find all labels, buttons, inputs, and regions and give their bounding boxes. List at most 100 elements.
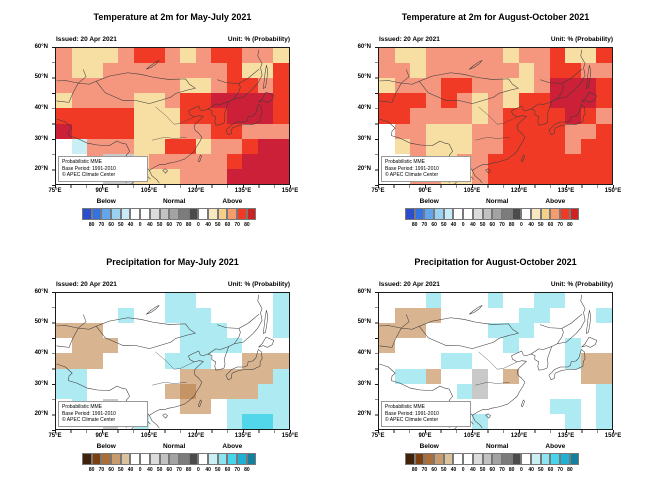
lat-tick-label: 30°N: [34, 135, 48, 142]
grid-cell: [257, 338, 274, 354]
grid-cell: [580, 323, 597, 339]
grid-cell: [56, 293, 72, 309]
grid-cell: [273, 78, 289, 94]
colorbar-tick-value: 60: [108, 467, 114, 473]
grid-cell: [379, 108, 395, 124]
lat-tick-marks: [375, 47, 378, 186]
grid-cell: [596, 353, 612, 369]
grid-cell: [596, 368, 612, 384]
grid-cell: [56, 338, 72, 354]
issued-label: Issued: 20 Apr 2021: [379, 281, 440, 288]
info-box: Probabilistic MME Base Period: 1991-2010…: [58, 155, 148, 182]
lon-tick-label: 105°E: [140, 433, 158, 439]
info-box: Probabilistic MME Base Period: 1991-2010…: [381, 400, 471, 427]
grid-cell: [379, 123, 395, 139]
colorbar-tick-value: 80: [185, 222, 192, 228]
grid-cell: [580, 123, 597, 139]
colorbar-swatch: [560, 453, 570, 465]
colorbar-tick-value: 40: [127, 467, 134, 473]
info-line-base-period: Base Period: 1991-2010: [385, 410, 439, 417]
grid-cell: [273, 153, 289, 169]
unit-label: Unit: % (Probability): [227, 281, 290, 288]
probability-map: Probabilistic MME Base Period: 1991-2010…: [375, 292, 614, 433]
grid-cell: [596, 93, 612, 109]
grid-cell: [257, 93, 274, 109]
colorbar-tick-value: 40: [470, 467, 476, 473]
colorbar: Below Normal Above 80 70 60 50 40 0 40 50 60 70 80 0 40…: [82, 245, 258, 488]
unit-label: Unit: % (Probability): [550, 281, 613, 288]
colorbar-category-label: Below: [419, 443, 439, 450]
colorbar-swatch: [434, 453, 444, 465]
info-box: Probabilistic MME Base Period: 1991-2010…: [58, 400, 148, 427]
colorbar-swatches: [82, 208, 257, 220]
grid-cell: [596, 48, 612, 64]
grid-cell: [257, 323, 274, 339]
colorbar-tick-value: 40: [450, 222, 457, 228]
grid-cell: [580, 48, 597, 64]
colorbar-swatch: [217, 453, 228, 465]
colorbar-tick-value: 70: [557, 222, 563, 228]
panel-precipitation-may-july: Precipitation for May-July 2021 Issued: …: [0, 245, 327, 488]
info-line-mme: Probabilistic MME: [62, 158, 103, 165]
colorbar-swatches: [405, 208, 580, 220]
colorbar-tick-value: 50: [479, 467, 486, 473]
info-line-base-period: Base Period: 1991-2010: [385, 165, 439, 172]
grid-cell: [56, 353, 72, 369]
colorbar-swatch: [569, 208, 580, 220]
grid-cell: [596, 383, 612, 399]
lon-axis: 75°E 90°E 105°E 120°E 135°E 150°E: [371, 188, 621, 196]
colorbar-tick-value: 80: [88, 222, 95, 228]
info-line-base-period: Base Period: 1991-2010: [62, 410, 116, 417]
issued-label: Issued: 20 Apr 2021: [56, 281, 117, 288]
probability-map: Probabilistic MME Base Period: 1991-2010…: [52, 47, 291, 188]
colorbar-swatch: [463, 208, 473, 220]
colorbar-tick-value: 50: [441, 222, 447, 228]
lat-tick-label: 20°N: [357, 166, 371, 173]
colorbar-swatch: [120, 208, 131, 220]
lon-axis: 75°E 90°E 105°E 120°E 135°E 150°E: [371, 433, 621, 441]
colorbar-swatch: [140, 453, 150, 465]
colorbar-tick-value: 70: [499, 467, 505, 473]
colorbar-swatch: [120, 453, 131, 465]
colorbar-swatch: [101, 453, 112, 465]
grid-cell: [273, 338, 289, 354]
grid-cell: [379, 323, 395, 339]
colorbar-swatch: [111, 208, 121, 220]
colorbar-tick-value: 0: [520, 222, 523, 228]
lon-tick-label: 90°E: [418, 433, 432, 439]
grid-cell: [379, 93, 395, 109]
lon-tick-marks: [55, 185, 291, 188]
grid-cell: [580, 383, 597, 399]
colorbar-swatch: [501, 453, 512, 465]
colorbar-category-label: Below: [96, 443, 116, 450]
lat-tick-label: 50°N: [357, 74, 371, 81]
colorbar-tick-value: 80: [185, 467, 192, 473]
grid-cell: [379, 78, 395, 94]
colorbar-swatches: [82, 453, 257, 465]
panel-meta: Issued: 20 Apr 2021 Unit: % (Probability…: [56, 36, 290, 43]
colorbar: Below Normal Above 80 70 60 50 40 0 40 50 60 70 80 0 40…: [405, 0, 581, 244]
colorbar-tick-value: 50: [479, 222, 486, 228]
colorbar-tick-value: 70: [421, 222, 428, 228]
lat-tick-label: 60°N: [34, 43, 48, 50]
lon-tick-label: 120°E: [510, 188, 528, 194]
lon-tick-label: 90°E: [418, 188, 432, 194]
colorbar-category-label: Normal: [485, 443, 509, 450]
grid-cell: [273, 398, 289, 414]
grid-cell: [379, 308, 395, 324]
info-box: Probabilistic MME Base Period: 1991-2010…: [381, 155, 471, 182]
grid-cell: [580, 293, 597, 309]
colorbar-swatch: [169, 208, 179, 220]
grid-cell: [596, 338, 612, 354]
colorbar-tick-value: 0: [520, 467, 523, 473]
colorbar-tick-value: 70: [234, 467, 240, 473]
grid-cell: [596, 398, 612, 414]
colorbar-category-label: Normal: [162, 443, 186, 450]
grid-cell: [56, 308, 72, 324]
colorbar-swatch: [434, 208, 444, 220]
colorbar-swatch: [405, 208, 415, 220]
lon-tick-label: 90°E: [95, 433, 109, 439]
grid-cell: [257, 48, 274, 64]
info-line-base-period: Base Period: 1991-2010: [62, 165, 116, 172]
colorbar-swatch: [82, 453, 92, 465]
